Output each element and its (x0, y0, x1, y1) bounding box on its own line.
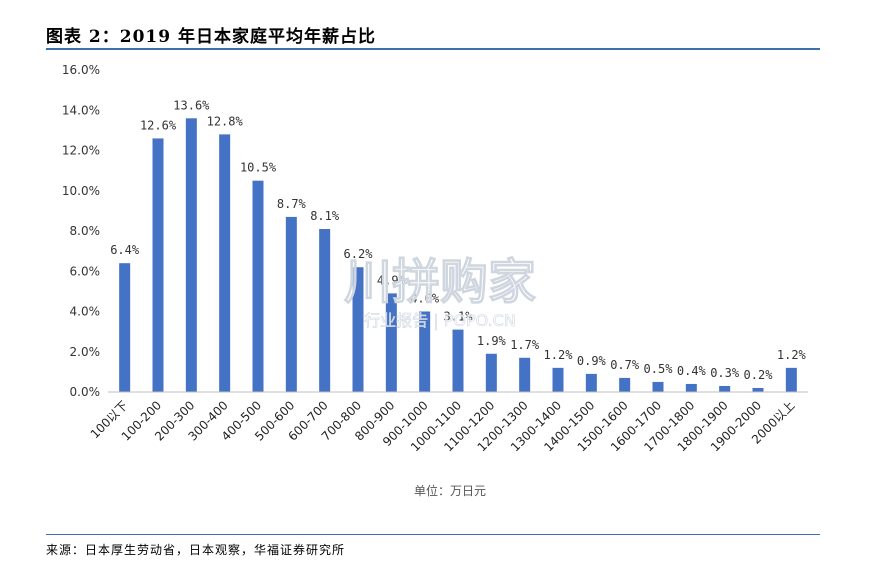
bar (752, 387, 764, 392)
bar (419, 311, 431, 392)
data-label: 0.7% (610, 358, 640, 372)
y-tick-label: 6.0% (70, 264, 101, 278)
bar (319, 228, 331, 392)
y-tick-label: 4.0% (70, 305, 101, 319)
data-label: 0.9% (577, 354, 607, 368)
y-tick-label: 2.0% (70, 345, 101, 359)
bar (619, 377, 631, 392)
y-axis: 0.0% 2.0% 4.0% 6.0% 8.0% 10.0% 12.0% 14.0% 16.0% (62, 63, 100, 399)
data-label: 3.1% (444, 310, 474, 324)
unit-label: 单位：万日元 (414, 483, 486, 498)
data-label: 1.7% (510, 338, 540, 352)
data-label: 12.8% (207, 114, 244, 128)
x-axis-categories: 100以下100-200200-300300-400400-500500-600… (88, 398, 798, 454)
bar (785, 367, 797, 392)
watermark-sub: 行业报告 | POPO.CN (364, 311, 516, 330)
source-note: 来源：日本厚生劳动省，日本观察，华福证券研究所 (46, 543, 346, 557)
watermark-main: 川拼购家 (344, 254, 536, 310)
bar (519, 357, 531, 392)
bar (119, 263, 131, 392)
y-tick-label: 0.0% (70, 385, 101, 399)
data-label: 1.2% (544, 348, 574, 362)
data-label: 1.9% (477, 334, 507, 348)
data-label: 6.4% (110, 243, 140, 257)
bar (252, 180, 264, 392)
footer-rule (46, 534, 820, 535)
y-tick-label: 14.0% (62, 103, 100, 117)
y-tick-label: 8.0% (70, 224, 101, 238)
data-label: 8.7% (277, 197, 307, 211)
data-label: 0.5% (644, 362, 674, 376)
title-rule (46, 48, 820, 50)
bar (652, 381, 664, 392)
data-label: 0.4% (677, 364, 707, 378)
bar (385, 293, 397, 392)
data-label: 13.6% (173, 98, 210, 112)
data-labels: 6.4% 12.6% 13.6% 12.8% 10.5% 8.7%8.1% 6.2%4.9%… (110, 98, 806, 382)
bar (685, 383, 697, 392)
data-label: 0.3% (710, 366, 740, 380)
bar (285, 216, 297, 392)
data-label: 1.2% (777, 348, 807, 362)
data-label: 4.0% (410, 292, 440, 306)
data-label: 8.1% (310, 209, 340, 223)
data-label: 6.2% (344, 247, 374, 261)
y-tick-label: 16.0% (62, 63, 100, 77)
y-tick-label: 10.0% (62, 184, 100, 198)
bar (452, 329, 464, 392)
data-label: 10.5% (240, 161, 277, 175)
data-label: 4.9% (377, 273, 407, 287)
data-label: 12.6% (140, 118, 177, 132)
bar-chart: 0.0% 2.0% 4.0% 6.0% 8.0% 10.0% 12.0% 14.0% 16.0%… (62, 63, 808, 498)
data-label: 0.2% (744, 368, 774, 382)
bar-series (119, 118, 797, 393)
bar (185, 118, 197, 393)
bar (585, 373, 597, 392)
y-tick-label: 12.0% (62, 144, 100, 158)
bar (352, 267, 364, 392)
bar (219, 134, 231, 392)
bar (552, 367, 564, 392)
bar (152, 138, 164, 392)
chart-title: 图表 2：2019 年日本家庭平均年薪占比 (46, 27, 376, 47)
bar (485, 353, 497, 392)
bar (719, 385, 731, 392)
watermark: 川拼购家 行业报告 | POPO.CN (343, 254, 536, 331)
